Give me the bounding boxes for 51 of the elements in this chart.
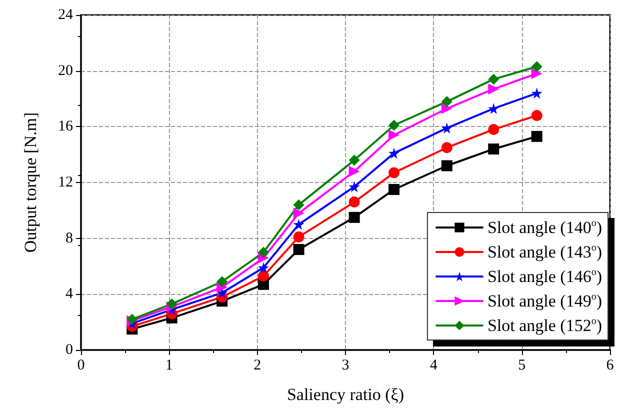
point xyxy=(488,74,500,85)
point xyxy=(293,208,304,219)
y-tick-label: 20 xyxy=(58,62,73,79)
point xyxy=(388,167,400,178)
point xyxy=(216,276,228,288)
y-tick-label: 16 xyxy=(58,118,74,135)
point xyxy=(531,130,542,142)
point xyxy=(488,144,500,154)
point xyxy=(348,212,360,223)
x-tick-label: 2 xyxy=(254,358,262,374)
x-tick-label: 6 xyxy=(606,358,614,374)
point xyxy=(293,244,304,255)
y-axis-title: Output torque [N.m] xyxy=(21,112,40,253)
x-axis-title: Saliency ratio (ξ) xyxy=(286,385,404,404)
point xyxy=(293,218,304,230)
point xyxy=(531,61,542,72)
point xyxy=(441,122,452,134)
y-tick-label: 12 xyxy=(58,174,73,190)
point xyxy=(531,68,542,80)
point xyxy=(258,270,270,282)
point xyxy=(348,181,360,192)
point xyxy=(258,262,270,274)
point xyxy=(166,298,178,310)
point xyxy=(441,142,452,154)
point xyxy=(441,160,452,172)
x-tick-label: 1 xyxy=(165,358,173,374)
point xyxy=(293,199,304,210)
point xyxy=(488,103,500,114)
point xyxy=(348,166,360,177)
point xyxy=(388,148,400,159)
x-tick-label: 4 xyxy=(430,358,438,374)
y-tick-label: 8 xyxy=(66,230,73,246)
point xyxy=(348,196,360,208)
x-tick-label: 5 xyxy=(518,358,526,374)
point xyxy=(388,120,400,131)
point xyxy=(388,184,400,195)
point xyxy=(488,124,500,135)
y-tick-label: 4 xyxy=(66,286,74,302)
point xyxy=(488,83,500,94)
y-tick-label: 0 xyxy=(66,342,73,358)
point xyxy=(441,96,452,108)
point xyxy=(258,246,270,258)
point xyxy=(348,154,360,166)
point xyxy=(388,130,400,141)
point xyxy=(531,88,542,99)
point xyxy=(531,110,542,121)
point xyxy=(441,103,452,114)
point xyxy=(293,231,304,242)
x-tick-label: 0 xyxy=(77,358,85,374)
y-tick-label: 24 xyxy=(58,7,74,23)
x-tick-label: 3 xyxy=(342,358,350,374)
